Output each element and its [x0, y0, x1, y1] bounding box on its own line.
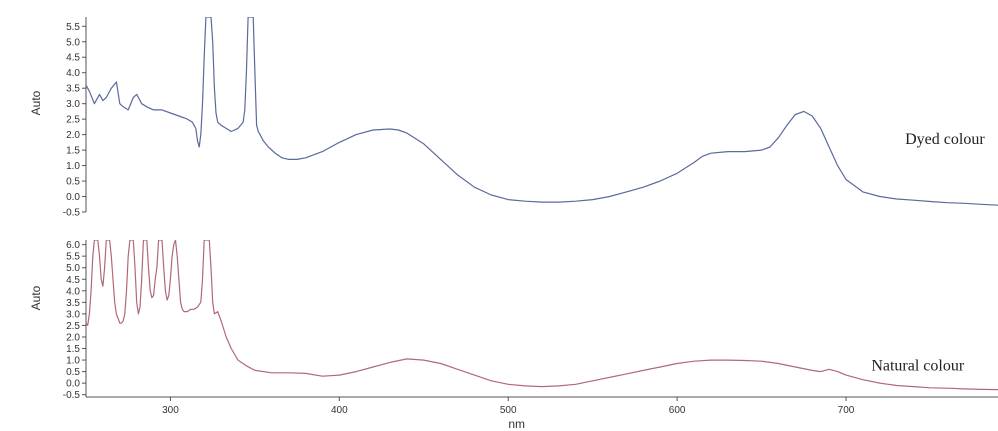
y-tick-label: 2.0: [66, 130, 80, 141]
y-tick-label: 3.5: [66, 84, 80, 95]
y-tick-label: 5.0: [66, 37, 80, 48]
series-annotation: Natural colour: [871, 357, 965, 374]
y-axis-label: Auto: [29, 90, 43, 115]
y-tick-label: 5.0: [66, 263, 80, 274]
series-annotation: Dyed colour: [905, 131, 985, 148]
series-line-dyed-colour: [86, 17, 998, 206]
x-tick-label: 600: [669, 405, 686, 416]
y-tick-label: 3.5: [66, 298, 80, 309]
y-tick-label: 3.0: [66, 309, 80, 320]
y-tick-label: 2.5: [66, 321, 80, 332]
x-tick-label: 400: [331, 405, 348, 416]
y-tick-label: 1.0: [66, 356, 80, 367]
y-tick-label: 0.0: [66, 379, 80, 390]
x-tick-label: 700: [838, 405, 855, 416]
y-tick-label: 0.5: [66, 367, 80, 378]
y-tick-label: -0.5: [63, 208, 81, 219]
y-tick-label: 4.0: [66, 68, 80, 79]
y-tick-label: 4.0: [66, 286, 80, 297]
y-tick-label: 4.5: [66, 275, 80, 286]
y-tick-label: 2.5: [66, 115, 80, 126]
y-axis-label: Auto: [29, 285, 43, 310]
y-tick-label: 2.0: [66, 332, 80, 343]
y-tick-label: 0.0: [66, 192, 80, 203]
y-tick-label: 1.0: [66, 161, 80, 172]
x-axis-label: nm: [508, 417, 525, 431]
y-tick-label: 0.5: [66, 177, 80, 188]
series-line-natural-colour: [86, 240, 998, 391]
y-tick-label: 1.5: [66, 344, 80, 355]
y-tick-label: 1.5: [66, 146, 80, 157]
dyed-colour-panel: 5.5 5.0 4.5 4.0 3.5 3.0 2.5 2.0 1.5 1.0 0.5 0.0 -0.5…: [29, 17, 998, 219]
x-tick-label: 300: [162, 405, 179, 416]
x-tick-label: 500: [500, 405, 517, 416]
y-tick-label: 5.5: [66, 22, 80, 33]
y-tick-label: -0.5: [63, 390, 81, 401]
y-tick-label: 4.5: [66, 53, 80, 64]
y-tick-label: 5.5: [66, 252, 80, 263]
natural-colour-panel: 6.05.55.04.54.03.53.02.52.01.51.00.50.0-…: [29, 240, 998, 431]
y-tick-label: 3.0: [66, 99, 80, 110]
y-tick-label: 6.0: [66, 240, 80, 251]
